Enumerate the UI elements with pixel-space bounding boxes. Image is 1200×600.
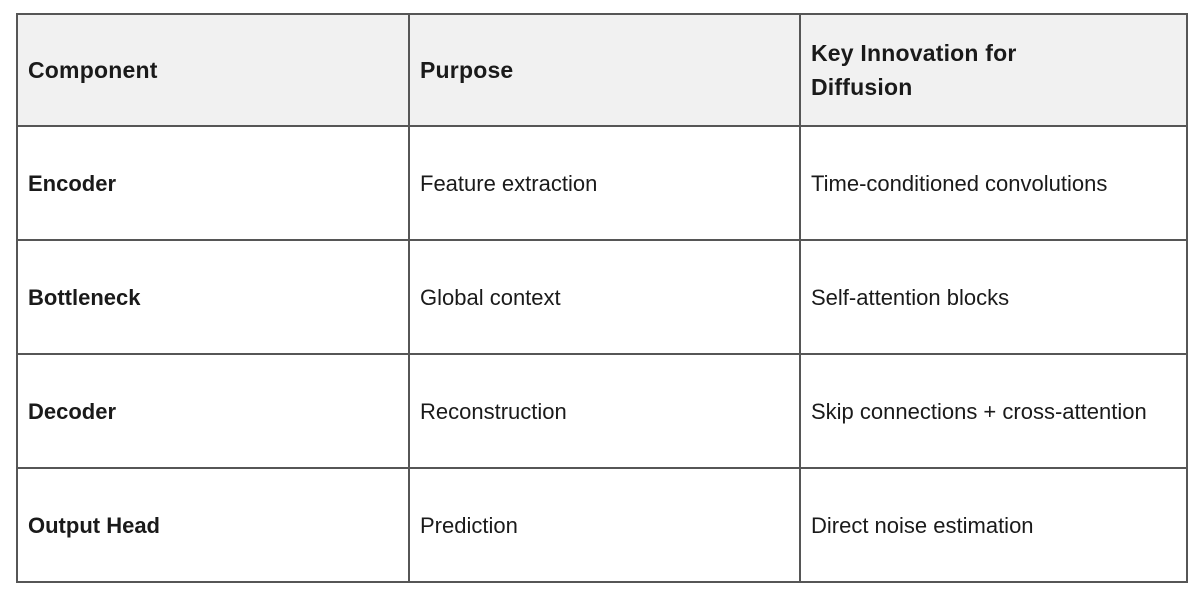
table-row: Decoder Reconstruction Skip connections … [16,353,1188,469]
cell-key-innovation: Skip connections + cross-attention [799,353,1188,469]
cell-text: Skip connections + cross-attention [811,398,1147,424]
cell-purpose: Reconstruction [408,353,801,469]
cell-purpose: Global context [408,239,801,355]
cell-purpose: Prediction [408,467,801,583]
cell-text: Output Head [28,512,160,538]
cell-text: Bottleneck [28,284,141,310]
cell-component: Output Head [16,467,410,583]
table-row: Output Head Prediction Direct noise esti… [16,467,1188,583]
column-header-label: Key Innovation for Diffusion [811,39,1017,101]
table-header: Component Purpose Key Innovation for Dif… [16,13,1188,127]
cell-text: Feature extraction [420,170,598,196]
table-body: Encoder Feature extraction Time-conditio… [16,125,1188,583]
column-header-purpose: Purpose [408,13,801,127]
component-comparison-table: Component Purpose Key Innovation for Dif… [16,13,1188,583]
cell-component: Encoder [16,125,410,241]
data-table: Component Purpose Key Innovation for Dif… [16,13,1188,583]
table-row: Bottleneck Global context Self-attention… [16,239,1188,355]
column-header-key-innovation: Key Innovation for Diffusion [799,13,1188,127]
cell-text: Time-conditioned convolutions [811,170,1108,196]
cell-key-innovation: Time-conditioned convolutions [799,125,1188,241]
cell-text: Reconstruction [420,398,567,424]
cell-text: Direct noise estimation [811,512,1034,538]
cell-text: Self-attention blocks [811,284,1010,310]
cell-text: Decoder [28,398,117,424]
cell-purpose: Feature extraction [408,125,801,241]
column-header-component: Component [16,13,410,127]
header-row: Component Purpose Key Innovation for Dif… [16,13,1188,127]
cell-text: Prediction [420,512,518,538]
cell-text: Global context [420,284,561,310]
column-header-label: Component [28,56,158,83]
cell-text: Encoder [28,170,117,196]
cell-component: Decoder [16,353,410,469]
column-header-label: Purpose [420,56,514,83]
table-row: Encoder Feature extraction Time-conditio… [16,125,1188,241]
cell-key-innovation: Self-attention blocks [799,239,1188,355]
cell-component: Bottleneck [16,239,410,355]
cell-key-innovation: Direct noise estimation [799,467,1188,583]
